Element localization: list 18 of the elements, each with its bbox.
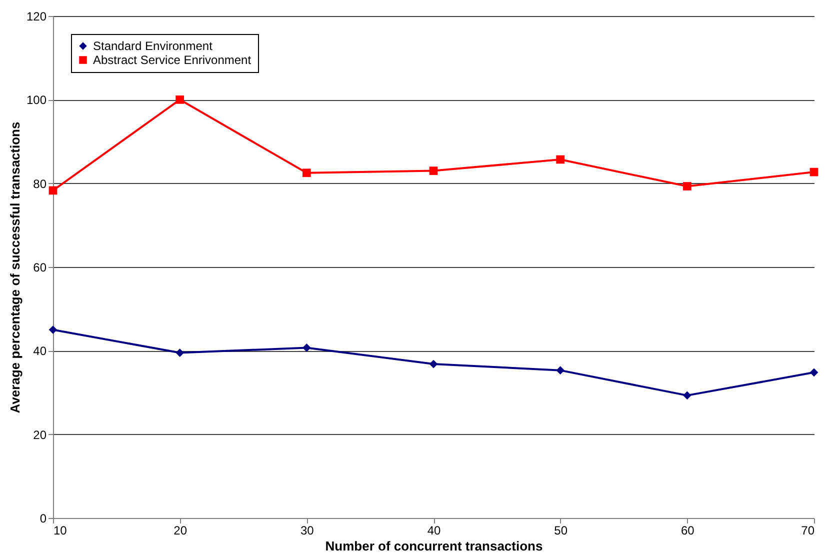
y-axis-title: Average percentage of successful transactions — [7, 122, 22, 414]
x-tick-label: 60 — [680, 524, 695, 538]
y-tick-label: 80 — [33, 176, 47, 191]
legend-label: Standard Environment — [93, 39, 214, 53]
y-tick-label: 120 — [26, 10, 47, 24]
legend-label: Abstract Service Enrivonment — [93, 53, 252, 67]
y-tick-label: 40 — [33, 344, 47, 358]
y-tick-label: 20 — [33, 428, 47, 442]
x-axis-title: Number of concurrent transactions — [325, 538, 543, 554]
y-tick-label: 0 — [40, 512, 47, 526]
x-tick-label: 10 — [54, 524, 68, 538]
y-tick-label: 60 — [33, 260, 47, 274]
x-tick-label: 70 — [801, 524, 815, 538]
y-tick-label: 100 — [26, 93, 47, 108]
x-tick-label: 30 — [300, 524, 314, 538]
x-tick-label: 20 — [174, 524, 188, 538]
x-tick-label: 40 — [427, 524, 441, 538]
x-tick-label: 50 — [554, 524, 568, 538]
